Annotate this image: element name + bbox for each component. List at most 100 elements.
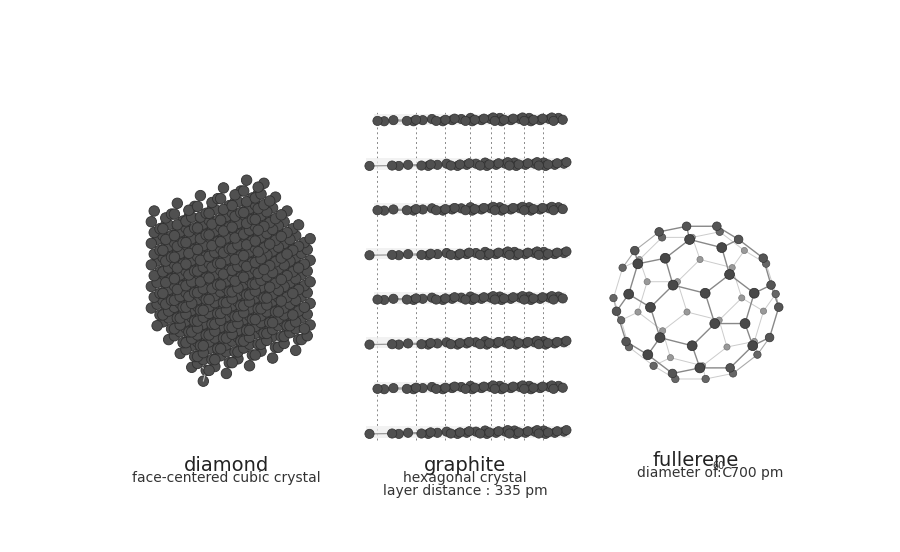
Circle shape xyxy=(198,290,209,301)
Circle shape xyxy=(172,255,183,266)
Circle shape xyxy=(299,302,310,312)
Circle shape xyxy=(279,338,290,349)
Circle shape xyxy=(233,240,243,250)
Circle shape xyxy=(195,233,205,244)
Circle shape xyxy=(299,259,310,269)
Circle shape xyxy=(519,205,529,215)
Circle shape xyxy=(541,251,550,260)
Circle shape xyxy=(516,383,525,391)
Circle shape xyxy=(221,296,231,307)
Circle shape xyxy=(248,228,257,238)
Circle shape xyxy=(428,204,436,213)
Circle shape xyxy=(411,115,420,124)
Circle shape xyxy=(181,294,191,305)
Circle shape xyxy=(219,290,229,300)
Circle shape xyxy=(481,426,490,435)
Circle shape xyxy=(456,204,466,213)
Circle shape xyxy=(270,278,281,289)
Circle shape xyxy=(227,322,238,332)
Circle shape xyxy=(230,311,240,322)
Circle shape xyxy=(203,301,214,312)
Circle shape xyxy=(250,271,260,282)
Circle shape xyxy=(536,294,544,304)
Circle shape xyxy=(193,245,202,254)
Circle shape xyxy=(544,160,553,169)
Circle shape xyxy=(227,286,238,297)
Circle shape xyxy=(305,277,315,287)
Circle shape xyxy=(256,189,266,199)
Circle shape xyxy=(198,276,209,286)
Circle shape xyxy=(207,219,217,229)
Circle shape xyxy=(186,269,197,279)
Circle shape xyxy=(201,322,212,332)
Circle shape xyxy=(276,288,286,299)
Circle shape xyxy=(215,272,226,283)
Circle shape xyxy=(265,325,274,335)
Circle shape xyxy=(160,306,171,316)
Circle shape xyxy=(265,231,274,242)
Circle shape xyxy=(262,335,272,346)
Circle shape xyxy=(461,295,470,304)
Circle shape xyxy=(636,257,643,263)
Circle shape xyxy=(302,266,312,277)
Circle shape xyxy=(265,274,274,285)
Circle shape xyxy=(224,293,235,303)
Circle shape xyxy=(219,268,229,279)
Circle shape xyxy=(273,227,284,238)
Circle shape xyxy=(172,248,183,258)
Circle shape xyxy=(219,247,229,257)
Circle shape xyxy=(241,290,252,300)
Circle shape xyxy=(270,227,281,238)
Circle shape xyxy=(221,233,231,243)
Circle shape xyxy=(181,258,191,269)
Circle shape xyxy=(236,214,246,225)
Circle shape xyxy=(394,340,403,349)
Circle shape xyxy=(438,385,447,394)
Circle shape xyxy=(547,113,556,122)
Circle shape xyxy=(559,338,569,347)
Circle shape xyxy=(210,290,220,300)
Circle shape xyxy=(510,158,519,167)
Circle shape xyxy=(508,293,518,302)
Circle shape xyxy=(221,282,231,293)
Circle shape xyxy=(189,301,200,312)
Circle shape xyxy=(276,267,286,277)
Circle shape xyxy=(279,274,290,284)
Circle shape xyxy=(203,265,214,275)
Circle shape xyxy=(282,256,292,266)
Circle shape xyxy=(227,243,238,253)
Circle shape xyxy=(207,240,217,250)
Circle shape xyxy=(198,376,209,386)
Circle shape xyxy=(219,247,229,258)
Circle shape xyxy=(433,250,442,259)
Circle shape xyxy=(426,428,436,437)
Circle shape xyxy=(296,313,307,323)
Circle shape xyxy=(169,302,180,312)
Circle shape xyxy=(256,339,266,349)
Circle shape xyxy=(227,300,238,311)
Circle shape xyxy=(511,251,521,260)
Circle shape xyxy=(212,265,223,275)
Circle shape xyxy=(215,193,226,204)
Circle shape xyxy=(742,247,747,253)
Circle shape xyxy=(236,336,246,346)
Circle shape xyxy=(238,221,249,232)
Circle shape xyxy=(241,282,252,293)
Circle shape xyxy=(244,204,255,214)
Circle shape xyxy=(253,268,264,279)
Circle shape xyxy=(655,227,663,236)
Circle shape xyxy=(198,305,209,316)
Circle shape xyxy=(233,332,243,342)
Circle shape xyxy=(186,298,197,309)
Circle shape xyxy=(262,314,272,324)
Circle shape xyxy=(195,277,205,287)
Circle shape xyxy=(489,291,498,301)
Circle shape xyxy=(186,327,197,337)
Circle shape xyxy=(655,333,665,343)
Circle shape xyxy=(203,215,214,225)
Circle shape xyxy=(215,265,226,275)
Circle shape xyxy=(198,341,209,351)
Circle shape xyxy=(248,278,257,289)
Circle shape xyxy=(169,245,180,254)
Circle shape xyxy=(241,175,252,185)
